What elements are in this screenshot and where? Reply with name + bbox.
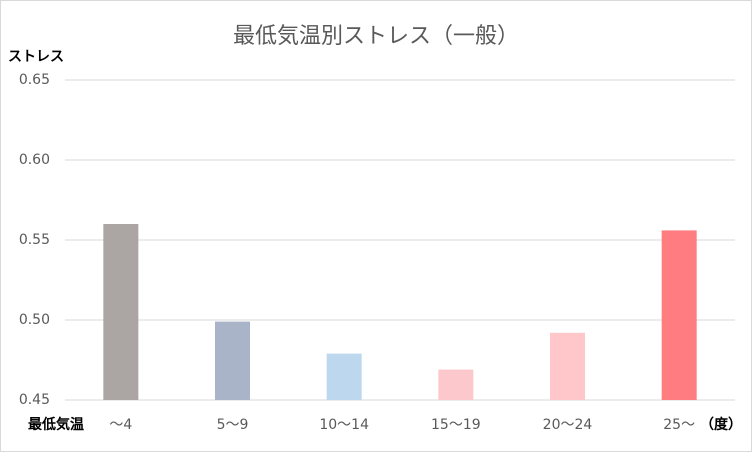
bar [326, 353, 362, 400]
x-tick-label: ～4 [109, 417, 132, 433]
y-axis-label: ストレス [8, 49, 64, 65]
bar [438, 369, 474, 400]
x-tick-label: 5～9 [217, 417, 249, 433]
bar [215, 321, 250, 400]
y-tick-label: 0.65 [19, 72, 50, 88]
x-tick-label: 15～19 [431, 417, 481, 433]
x-tick-label: 25～ [663, 417, 695, 433]
y-tick-label: 0.45 [19, 392, 50, 408]
bar [661, 230, 697, 400]
x-tick-label: 10～14 [319, 417, 369, 433]
x-axis-label: 最低気温 [28, 416, 84, 433]
x-axis-unit: （度） [700, 416, 742, 433]
bar [550, 332, 585, 400]
x-tick-label: 20～24 [543, 417, 593, 433]
chart-title: 最低気温別ストレス（一般） [233, 24, 519, 49]
y-tick-label: 0.60 [19, 152, 50, 168]
bar [103, 224, 139, 400]
y-tick-label: 0.50 [19, 312, 50, 328]
y-tick-label: 0.55 [19, 232, 50, 248]
